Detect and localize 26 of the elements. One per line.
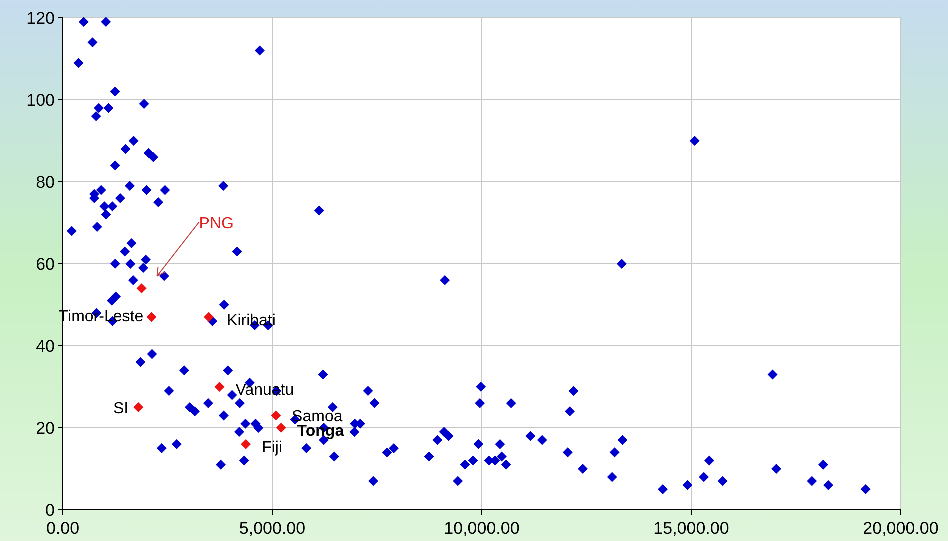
x-tick-label: 0.00 (46, 519, 80, 538)
y-tick-label: 100 (26, 90, 55, 110)
annotation: Samoa (292, 408, 343, 426)
y-tick-label: 60 (36, 254, 55, 274)
point (276, 423, 286, 433)
y-tick-label: 0 (46, 500, 55, 520)
point (241, 439, 252, 450)
point (136, 284, 147, 294)
annotation: Tonga (297, 423, 344, 440)
point (146, 312, 157, 322)
x-tick-label: 5,000.00 (239, 519, 306, 538)
point (134, 402, 144, 412)
y-tick-label: 40 (36, 336, 55, 356)
annotation: SI (114, 400, 129, 418)
x-tick-label: 20,000.00 (863, 519, 939, 538)
point (204, 312, 214, 322)
annotation: PNG (199, 215, 234, 232)
annotation: Kiribati (227, 312, 276, 330)
y-tick-label: 120 (26, 8, 55, 28)
annotation: Fiji (262, 439, 283, 456)
point (214, 382, 225, 392)
x-tick-label: 10,000.00 (444, 519, 520, 538)
y-tick-label: 20 (36, 418, 55, 438)
y-tick-label: 80 (36, 172, 55, 192)
point (271, 410, 282, 421)
x-tick-label: 15,000.00 (654, 519, 730, 538)
